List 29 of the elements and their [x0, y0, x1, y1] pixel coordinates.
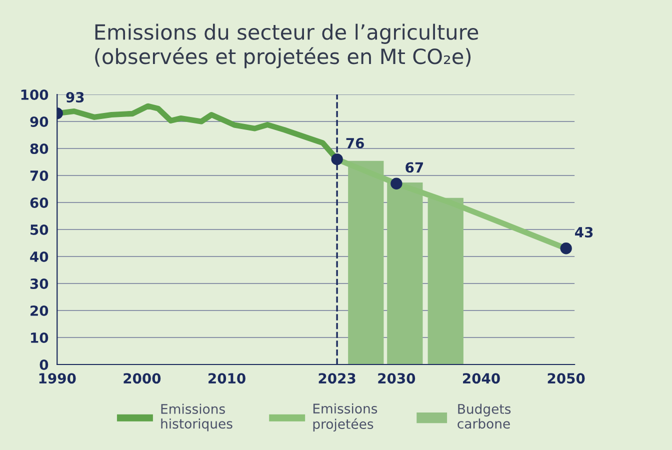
data-label: 76 [346, 138, 364, 148]
y-tick-label: 80 [30, 143, 48, 154]
point [560, 242, 572, 254]
y-tick-label: 100 [21, 89, 48, 100]
x-tick-label: 2040 [463, 373, 500, 384]
x-tick-label: 2023 [318, 373, 356, 384]
point [390, 178, 402, 190]
y-tick-label: 70 [30, 170, 48, 181]
data-label: 43 [575, 226, 593, 238]
y-tick-label: 30 [30, 278, 48, 289]
data-label: 93 [66, 92, 84, 102]
y-tick-label: 60 [30, 197, 48, 208]
legend-label: Emissions historiques [161, 404, 232, 432]
y-tick-label: 90 [30, 116, 48, 127]
y-tick-label: 50 [30, 224, 48, 235]
y-tick-label: 0 [40, 359, 48, 370]
x-tick-label: 2010 [208, 373, 246, 384]
point [331, 153, 343, 166]
y-tick-label: 20 [30, 305, 48, 316]
y-tick-label: 40 [30, 251, 48, 262]
x-tick-label: 2000 [124, 373, 161, 384]
x-tick-label: 2030 [378, 373, 416, 384]
x-tick-label: 2050 [548, 373, 585, 384]
data-label: 67 [406, 162, 423, 173]
legend-label: Emissions projetées [313, 403, 378, 432]
legend-label: Budgets carbone [458, 404, 511, 429]
y-tick-label: 10 [31, 332, 48, 343]
x-tick-label: 1990 [39, 373, 76, 384]
chart-title: Emissions du secteur de l’agriculture (observées et projetées en Mt CO₂e) [95, 24, 478, 68]
